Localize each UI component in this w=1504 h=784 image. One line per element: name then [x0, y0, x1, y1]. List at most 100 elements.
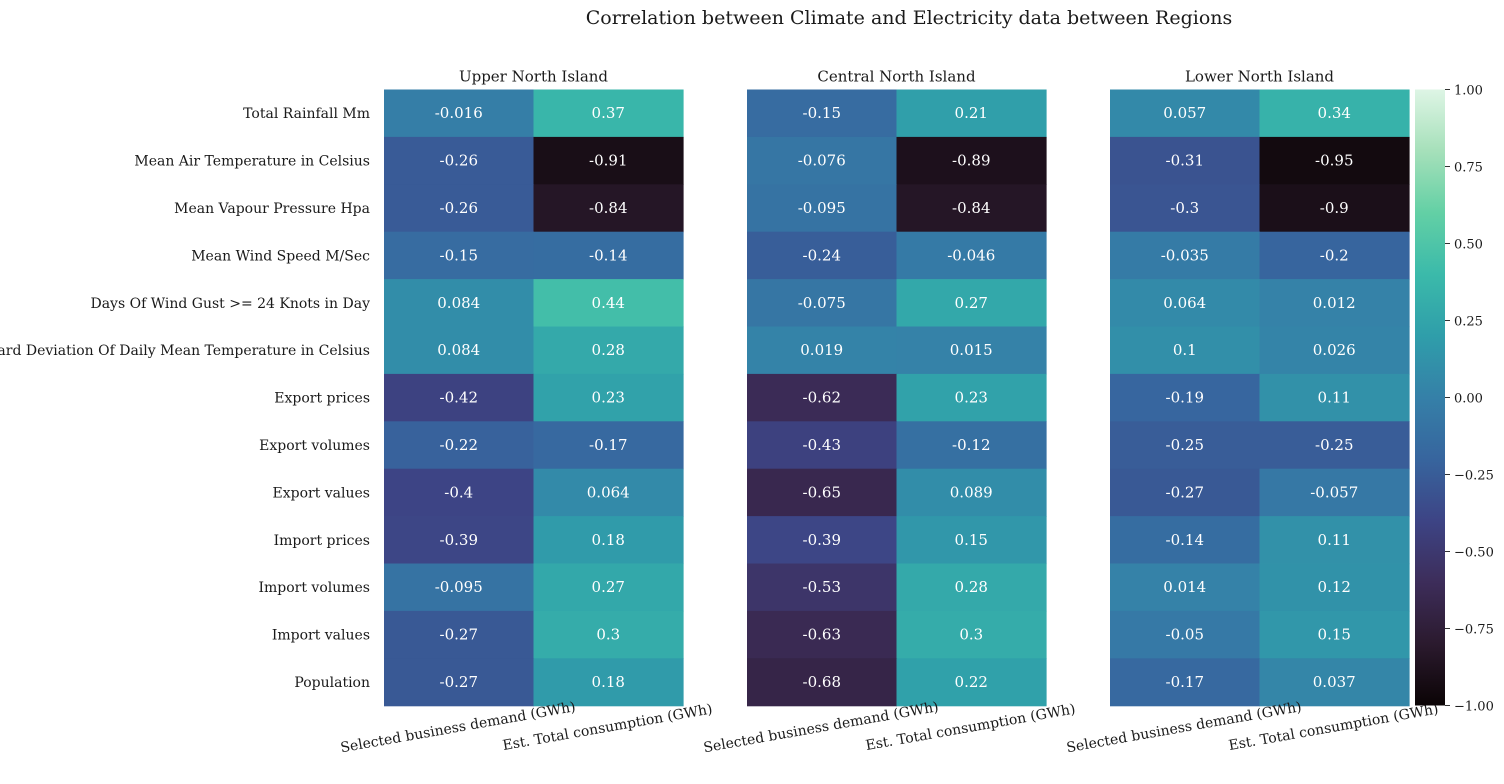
- panel-upper-north-island: Upper North Island -0.016 0.37 -0.26 -0.91 -0…: [339, 68, 713, 757]
- row-tick-label: Export prices: [274, 391, 370, 407]
- heatmap-cell: [1259, 658, 1410, 707]
- heatmap-cell: [1259, 279, 1410, 328]
- heatmap-cell: [533, 184, 684, 233]
- colorbar-tick-label: 0.00: [1454, 392, 1483, 407]
- colorbar-tick-label: −0.50: [1454, 546, 1494, 561]
- cell-value-label: 0.11: [1318, 389, 1351, 407]
- cell-value-label: -0.43: [803, 436, 841, 454]
- heatmap-cell: [747, 89, 898, 138]
- heatmap-cell: [533, 468, 684, 517]
- cell-value-label: -0.39: [803, 531, 841, 549]
- heatmap-cell: [533, 89, 684, 138]
- cell-value-label: -0.2: [1320, 246, 1349, 264]
- panel-title: Upper North Island: [459, 68, 608, 86]
- cell-value-label: 0.3: [959, 626, 983, 644]
- cell-value-label: -0.84: [589, 199, 627, 217]
- cell-value-label: 0.18: [592, 531, 625, 549]
- cell-value-label: -0.26: [440, 199, 478, 217]
- cell-value-label: -0.05: [1166, 626, 1204, 644]
- cell-value-label: 0.064: [1163, 294, 1206, 312]
- heatmap-cell: [896, 516, 1047, 565]
- cell-value-label: 0.23: [592, 389, 625, 407]
- heatmap-cell: [1259, 184, 1410, 233]
- cell-value-label: -0.016: [435, 104, 483, 122]
- cell-value-label: 0.019: [800, 341, 843, 359]
- cell-value-label: 0.15: [1318, 626, 1351, 644]
- cell-value-label: -0.046: [947, 246, 995, 264]
- heatmap-cell: [747, 563, 898, 612]
- heatmap-cell: [747, 136, 898, 185]
- cell-value-label: 0.27: [592, 578, 625, 596]
- heatmap-cell: [1110, 516, 1261, 565]
- heatmap-cell: [896, 610, 1047, 659]
- cell-value-label: 0.44: [592, 294, 625, 312]
- cell-value-label: -0.65: [803, 483, 841, 501]
- heatmap-cell: [384, 231, 535, 280]
- heatmap-cell: [747, 610, 898, 659]
- heatmap-cell: [1110, 136, 1261, 185]
- row-tick-label: Export volumes: [259, 438, 370, 454]
- heatmap-cell: [747, 658, 898, 707]
- row-tick-label: Standard Deviation Of Daily Mean Tempera…: [0, 343, 370, 359]
- cell-value-label: -0.68: [803, 673, 841, 691]
- heatmap-cell: [1110, 326, 1261, 375]
- heatmap-cell: [896, 326, 1047, 375]
- cell-value-label: -0.24: [803, 246, 841, 264]
- heatmap-cell: [747, 279, 898, 328]
- heatmap-cell: [1259, 231, 1410, 280]
- heatmap-cell: [1110, 279, 1261, 328]
- heatmap-cell: [384, 89, 535, 138]
- row-tick-label: Total Rainfall Mm: [243, 106, 370, 122]
- panel-lower-north-island: Lower North Island 0.057 0.34 -0.31 -0.95 -0.…: [1065, 68, 1439, 757]
- row-tick-label: Mean Air Temperature in Celsius: [134, 154, 370, 170]
- cell-value-label: 0.21: [955, 104, 988, 122]
- heatmap-cell: [533, 658, 684, 707]
- cell-value-label: -0.95: [1315, 152, 1353, 170]
- heatmap-cell: [896, 468, 1047, 517]
- cell-value-label: -0.095: [798, 199, 846, 217]
- heatmap-cell: [1110, 373, 1261, 422]
- cell-value-label: -0.27: [440, 626, 478, 644]
- cell-value-label: 0.015: [950, 341, 993, 359]
- cell-value-label: 0.28: [592, 341, 625, 359]
- cell-value-label: -0.14: [589, 246, 627, 264]
- heatmap-cell: [747, 373, 898, 422]
- cell-value-label: 0.22: [955, 673, 988, 691]
- heatmap-cell: [896, 231, 1047, 280]
- cell-value-label: -0.15: [440, 246, 478, 264]
- cell-value-label: -0.9: [1320, 199, 1349, 217]
- heatmap-cell: [384, 658, 535, 707]
- heatmap-cell: [896, 563, 1047, 612]
- heatmap-cell: [384, 468, 535, 517]
- colorbar-gradient: [1415, 89, 1445, 706]
- cell-value-label: -0.076: [798, 152, 846, 170]
- cell-value-label: -0.17: [1166, 673, 1204, 691]
- heatmap-cell: [533, 421, 684, 470]
- heatmap-cell: [1259, 136, 1410, 185]
- row-tick-label: Import prices: [274, 533, 370, 549]
- heatmap-cell: [384, 136, 535, 185]
- cell-value-label: -0.31: [1166, 152, 1204, 170]
- panel-title: Central North Island: [817, 68, 976, 86]
- heatmap-cell: [384, 516, 535, 565]
- heatmap-cell: [1259, 421, 1410, 470]
- cell-value-label: 0.11: [1318, 531, 1351, 549]
- cell-value-label: 0.18: [592, 673, 625, 691]
- cell-value-label: 0.37: [592, 104, 625, 122]
- heatmap-cell: [533, 563, 684, 612]
- cell-value-label: 0.15: [955, 531, 988, 549]
- cell-value-label: -0.12: [952, 436, 990, 454]
- colorbar-tick-label: −0.75: [1454, 623, 1494, 638]
- heatmap-cell: [533, 610, 684, 659]
- heatmap-cell: [1110, 563, 1261, 612]
- heatmap-cell: [747, 184, 898, 233]
- heatmap-cell: [533, 516, 684, 565]
- heatmap-cell: [1259, 563, 1410, 612]
- colorbar-tick-label: 0.25: [1454, 315, 1483, 330]
- cell-value-label: 0.037: [1313, 673, 1356, 691]
- cell-value-label: -0.25: [1166, 436, 1204, 454]
- column-tick-label: Selected business demand (GWh): [1065, 699, 1303, 756]
- heatmap-cell: [1110, 610, 1261, 659]
- heatmap-cell: [384, 373, 535, 422]
